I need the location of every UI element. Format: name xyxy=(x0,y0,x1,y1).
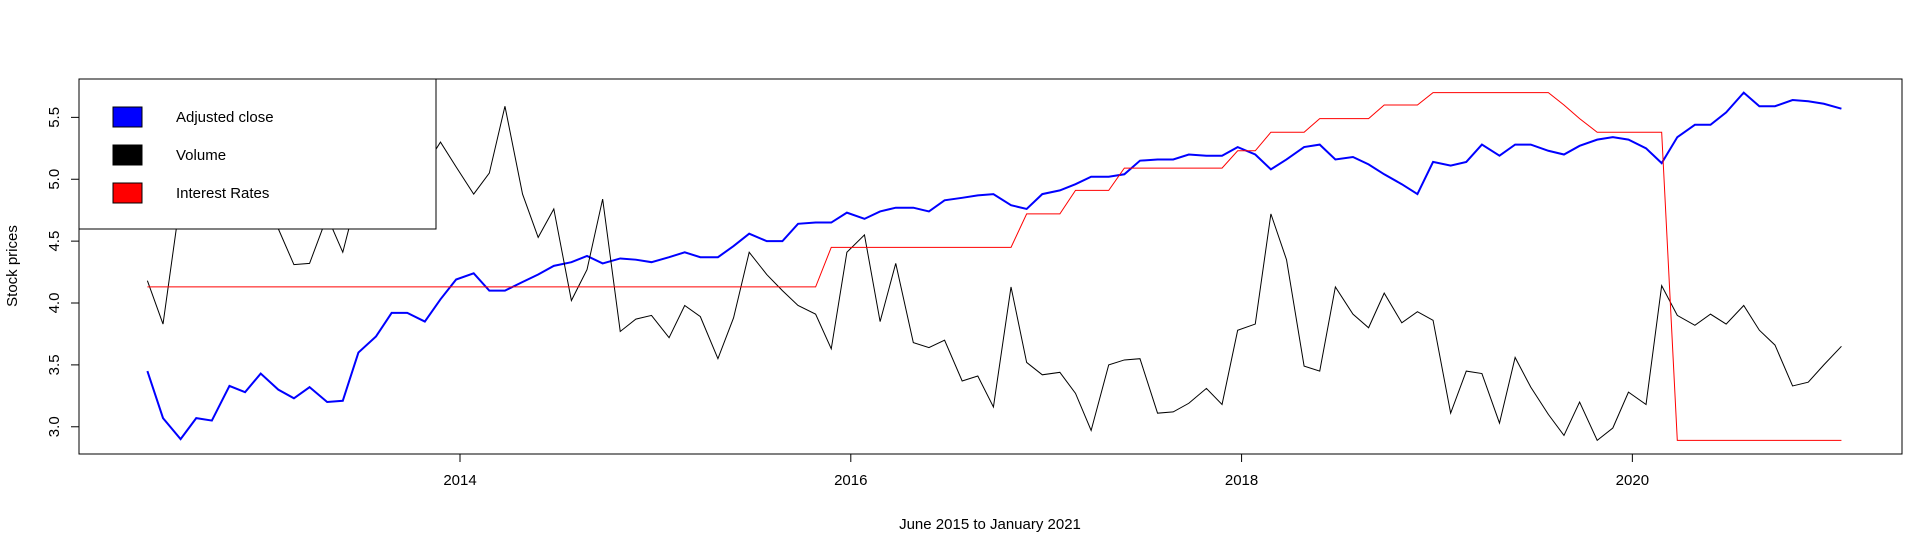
plot-frame xyxy=(78,78,1903,455)
series-line xyxy=(146,91,1842,441)
legend-swatch xyxy=(112,106,143,128)
y-axis-label: Stock prices xyxy=(4,225,21,307)
legend-label: Interest Rates xyxy=(176,185,269,202)
y-tick-label: 4.0 xyxy=(46,293,63,314)
x-tick-label: 2014 xyxy=(443,472,476,489)
x-tick-label: 2018 xyxy=(1225,472,1258,489)
y-tick-label: 3.0 xyxy=(46,416,63,437)
y-tick-label: 4.5 xyxy=(46,231,63,252)
legend-label: Adjusted close xyxy=(176,109,274,126)
x-tick-label: 2016 xyxy=(834,472,867,489)
x-axis-label: June 2015 to January 2021 xyxy=(899,516,1081,533)
series-line xyxy=(147,92,1842,441)
y-tick-label: 5.0 xyxy=(46,169,63,190)
legend-label: Volume xyxy=(176,147,226,164)
y-tick-label: 3.5 xyxy=(46,354,63,375)
y-tick-label: 5.5 xyxy=(46,107,63,128)
x-tick-label: 2020 xyxy=(1616,472,1649,489)
legend-swatch xyxy=(112,144,143,166)
legend-swatch xyxy=(112,182,143,204)
